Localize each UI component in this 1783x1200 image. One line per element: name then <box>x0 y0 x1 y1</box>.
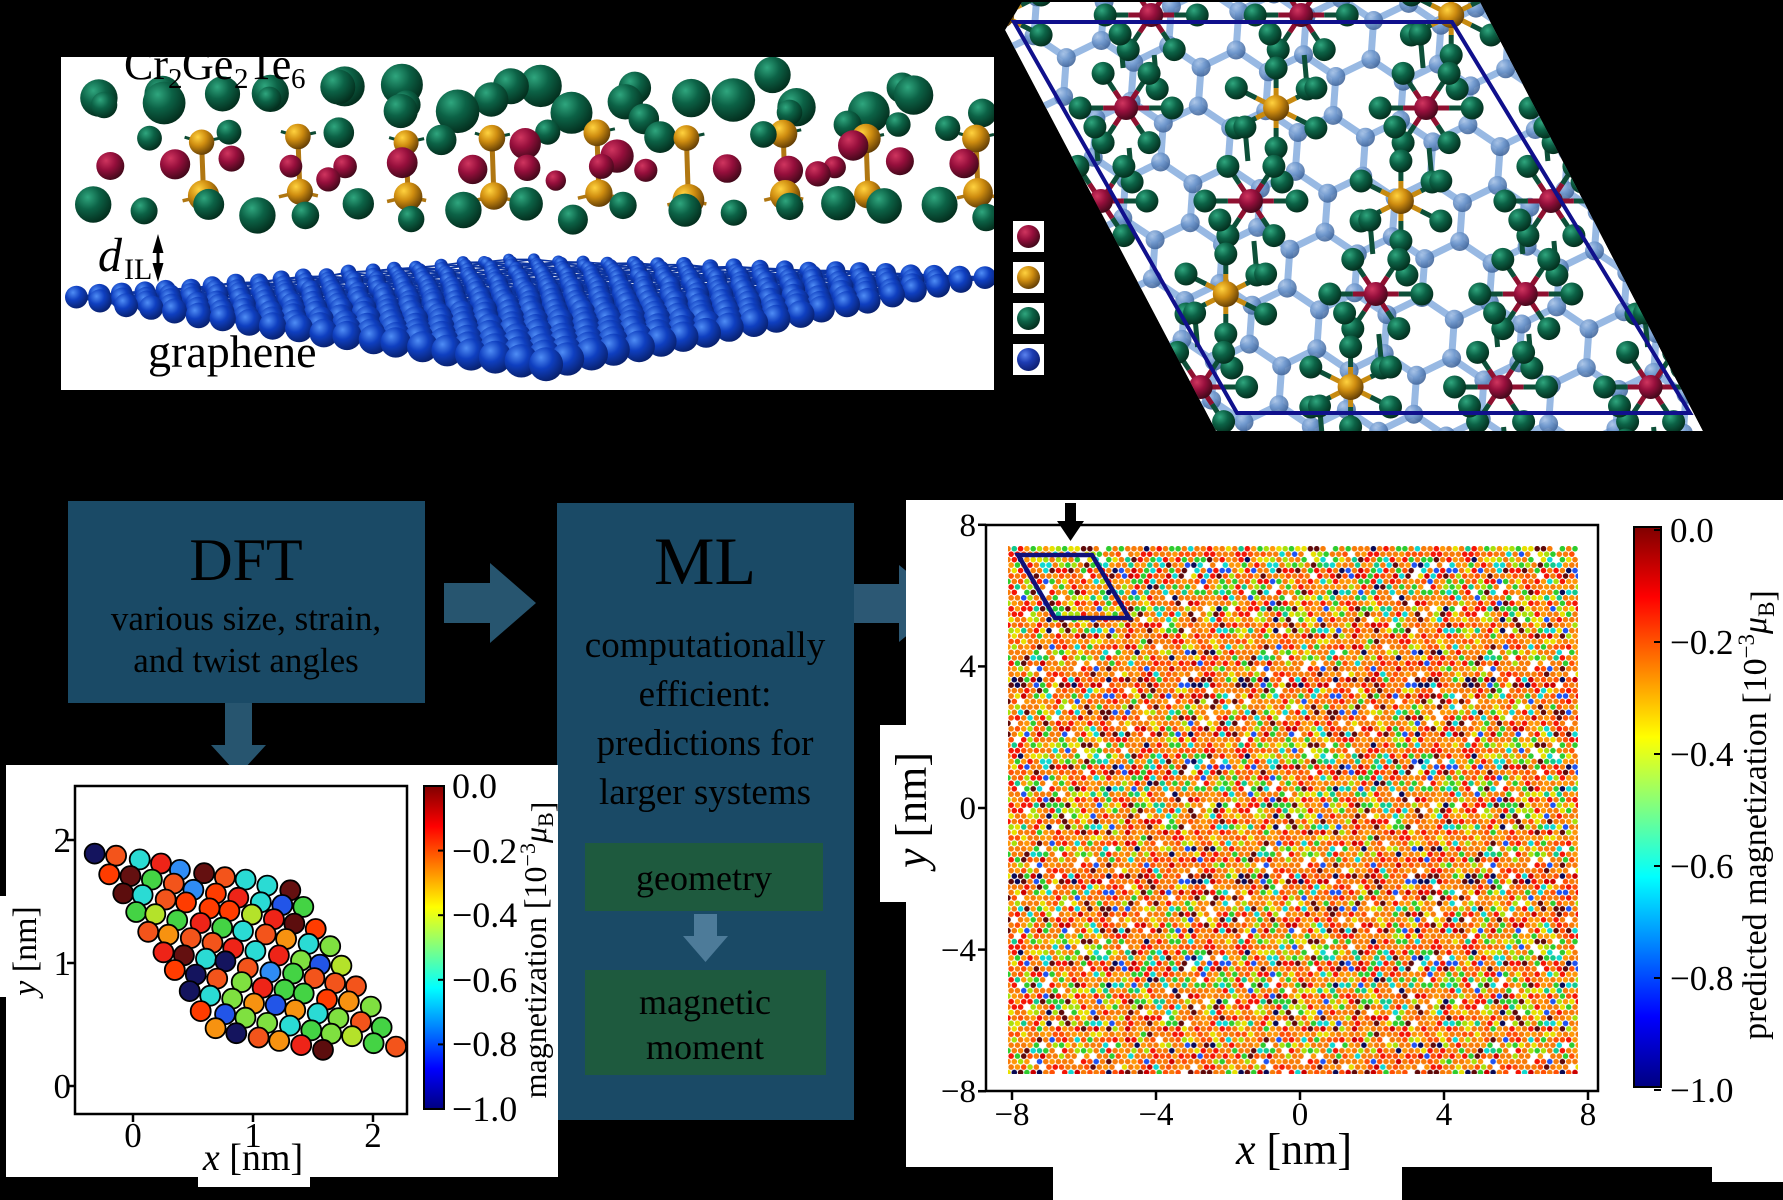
svg-text:IL: IL <box>124 253 152 286</box>
svg-text:−0.6: −0.6 <box>452 960 517 1000</box>
svg-text:0.0: 0.0 <box>1670 511 1714 550</box>
svg-text:y [nm]: y [nm] <box>887 752 936 872</box>
svg-text:−4: −4 <box>941 933 976 969</box>
svg-text:various size, strain,: various size, strain, <box>111 599 381 638</box>
svg-text:0: 0 <box>54 1067 72 1106</box>
svg-text:−8: −8 <box>994 1097 1029 1133</box>
svg-text:predictions for: predictions for <box>597 723 814 764</box>
svg-text:ML: ML <box>654 523 756 599</box>
svg-text:2: 2 <box>168 63 183 95</box>
svg-text:0: 0 <box>1292 1097 1309 1133</box>
svg-text:−8: −8 <box>941 1074 976 1110</box>
svg-text:0: 0 <box>960 791 977 827</box>
svg-text:−0.4: −0.4 <box>1670 735 1734 774</box>
svg-text:−4: −4 <box>1138 1097 1173 1133</box>
svg-text:Cr: Cr <box>124 40 168 89</box>
svg-text:and twist angles: and twist angles <box>133 641 359 680</box>
svg-text:2: 2 <box>364 1116 382 1155</box>
svg-text:computationally: computationally <box>585 625 826 666</box>
svg-text:−0.2: −0.2 <box>452 831 517 871</box>
svg-text:−0.4: −0.4 <box>452 895 517 935</box>
svg-text:x [nm]: x [nm] <box>1235 1125 1352 1174</box>
svg-text:4: 4 <box>960 649 977 685</box>
svg-text:4: 4 <box>1436 1097 1453 1133</box>
svg-text:2: 2 <box>54 821 72 860</box>
svg-text:−0.6: −0.6 <box>1670 847 1734 886</box>
svg-text:x [nm]: x [nm] <box>202 1137 303 1179</box>
svg-text:Te: Te <box>248 40 291 89</box>
svg-text:geometry: geometry <box>636 858 772 898</box>
svg-text:Ge: Ge <box>182 40 233 89</box>
svg-text:0.0: 0.0 <box>452 766 497 806</box>
svg-text:efficient:: efficient: <box>639 674 772 715</box>
svg-text:0: 0 <box>124 1116 142 1155</box>
svg-text:DFT: DFT <box>189 527 302 593</box>
svg-text:y [nm]: y [nm] <box>7 906 44 999</box>
svg-text:8: 8 <box>1580 1097 1597 1133</box>
svg-text:graphene: graphene <box>148 326 317 377</box>
svg-text:8: 8 <box>960 508 977 544</box>
svg-text:moment: moment <box>646 1027 764 1067</box>
svg-text:magnetic: magnetic <box>639 982 771 1022</box>
svg-text:−1.0: −1.0 <box>1670 1071 1734 1110</box>
svg-text:−1.0: −1.0 <box>452 1089 517 1129</box>
svg-text:2: 2 <box>234 63 249 95</box>
svg-text:larger systems: larger systems <box>599 772 811 813</box>
svg-text:−0.8: −0.8 <box>1670 959 1734 998</box>
svg-text:−0.2: −0.2 <box>1670 623 1734 662</box>
svg-text:1: 1 <box>54 944 72 983</box>
svg-text:d: d <box>98 229 123 282</box>
svg-text:1: 1 <box>244 1116 262 1155</box>
svg-text:−0.8: −0.8 <box>452 1024 517 1064</box>
svg-text:6: 6 <box>291 63 306 95</box>
